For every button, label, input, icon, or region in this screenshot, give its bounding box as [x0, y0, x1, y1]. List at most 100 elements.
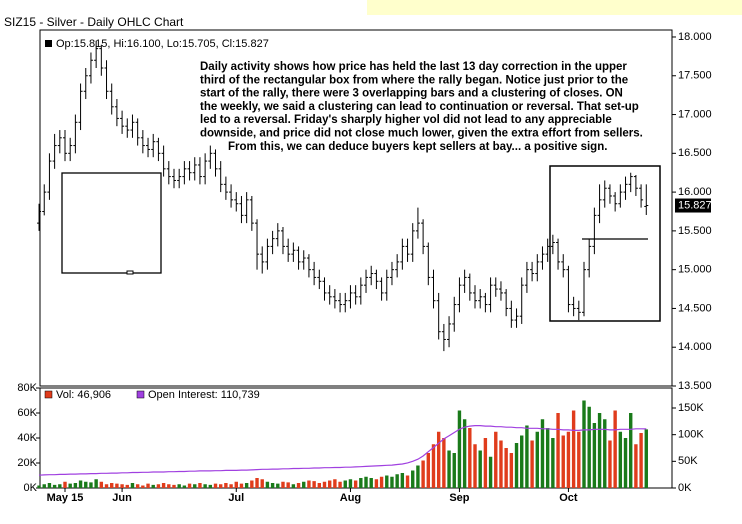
volume-bar: [468, 428, 472, 488]
open-interest-line: [38, 425, 647, 476]
volume-bar: [104, 484, 109, 488]
volume-bar: [514, 443, 519, 488]
volume-bar: [587, 406, 591, 488]
oi-legend-swatch: [136, 390, 145, 399]
volume-bar: [58, 484, 62, 488]
volume-bar: [234, 481, 238, 488]
volume-bar: [395, 474, 399, 488]
x-tick-label: May 15: [47, 492, 84, 504]
volume-bar: [545, 428, 550, 488]
y-tick-label: 20K: [17, 457, 37, 469]
volume-bar: [644, 429, 648, 488]
volume-bar: [478, 450, 482, 488]
annotation-box: [549, 165, 661, 322]
volume-bar: [327, 480, 332, 488]
volume-bar: [151, 484, 155, 488]
volume-bar: [436, 431, 441, 488]
y-tick-label: 80K: [17, 382, 37, 394]
volume-bar: [369, 478, 373, 488]
volume-bar: [426, 453, 430, 488]
volume-bar: [364, 476, 368, 488]
volume-bar: [229, 484, 233, 488]
annotation-line: Daily activity shows how price has held …: [200, 61, 627, 73]
volume-bar: [52, 484, 57, 488]
volume-bar: [78, 480, 83, 488]
y-tick-label: 16.000: [678, 186, 712, 198]
volume-bar: [447, 450, 451, 488]
volume-bar: [571, 410, 576, 488]
volume-bar: [270, 483, 275, 488]
volume-bar: [416, 465, 420, 488]
volume-bar: [530, 440, 534, 488]
x-tick-label: Oct: [559, 492, 578, 504]
y2-tick-label: 100K: [678, 429, 704, 441]
volume-bar: [411, 470, 415, 488]
volume-bar: [400, 473, 405, 488]
volume-bar: [343, 480, 347, 488]
volume-bar: [120, 484, 124, 488]
x-tick-label: Aug: [340, 492, 361, 504]
volume-bar: [421, 460, 425, 488]
volume-bar: [141, 485, 145, 488]
volume-bar: [535, 431, 539, 488]
volume-bar: [182, 485, 187, 488]
y-tick-label: 15.500: [678, 225, 712, 237]
annotation-box: [61, 172, 162, 274]
last-price-label: 15.827: [678, 199, 712, 211]
volume-bar: [488, 456, 493, 488]
volume-bar: [307, 480, 311, 488]
volume-legend: Vol: 46,906: [56, 389, 111, 401]
x-tick-label: Jul: [228, 492, 244, 504]
volume-bar: [483, 438, 488, 488]
annotation-line: downside, and price did not close much l…: [200, 128, 643, 140]
volume-bar: [115, 483, 119, 488]
volume-bar: [623, 438, 628, 488]
volume-bar: [110, 483, 114, 488]
x-tick-label: Jun: [112, 492, 132, 504]
volume-bar: [167, 484, 171, 488]
volume-bar: [73, 483, 78, 488]
volume-bar: [494, 431, 498, 488]
y-tick-label: 40K: [17, 432, 37, 444]
y-tick-label: 17.000: [678, 108, 712, 120]
y-tick-label: 14.500: [678, 302, 712, 314]
annotation-line: From this, we can deduce buyers kept sel…: [228, 141, 607, 153]
volume-legend-swatch: [44, 390, 53, 399]
volume-bar: [333, 479, 337, 488]
volume-bar: [265, 481, 270, 488]
volume-bar: [359, 478, 363, 488]
volume-bar: [281, 481, 285, 488]
oi-legend: Open Interest: 110,739: [148, 389, 260, 401]
x-tick-label: Sep: [449, 492, 469, 504]
volume-bar: [89, 482, 93, 488]
volume-bar: [68, 483, 72, 488]
volume-bar: [634, 444, 638, 488]
volume-bar: [198, 483, 202, 488]
y-tick-label: 60K: [17, 407, 37, 419]
volume-bar: [99, 481, 104, 488]
last-price-tag: [675, 198, 711, 213]
y-tick-label: 14.000: [678, 341, 712, 353]
volume-bar: [566, 431, 571, 488]
volume-bar: [385, 475, 389, 488]
y-tick-label: 0K: [24, 482, 38, 494]
volume-bar: [551, 438, 555, 488]
volume-bar: [431, 444, 436, 488]
volume-bar: [561, 435, 565, 488]
volume-bar: [608, 440, 612, 488]
volume-bar: [457, 410, 462, 488]
volume-bar: [499, 440, 503, 488]
volume-bar: [312, 481, 316, 488]
volume-bar: [452, 453, 456, 488]
chart-title: SIZ15 - Silver - Daily OHLC Chart: [4, 15, 184, 29]
price-legend: Op:15.815, Hi:16.100, Lo:15.705, Cl:15.8…: [56, 38, 269, 50]
volume-bar: [94, 479, 98, 488]
volume-bar: [42, 484, 46, 488]
volume-bar: [296, 483, 301, 488]
volume-bar: [338, 481, 342, 488]
volume-bar: [286, 482, 290, 488]
annotation-line: led to a reversal. Friday's sharply high…: [200, 114, 612, 126]
volume-bar: [125, 484, 129, 488]
volume-bar: [348, 479, 353, 488]
